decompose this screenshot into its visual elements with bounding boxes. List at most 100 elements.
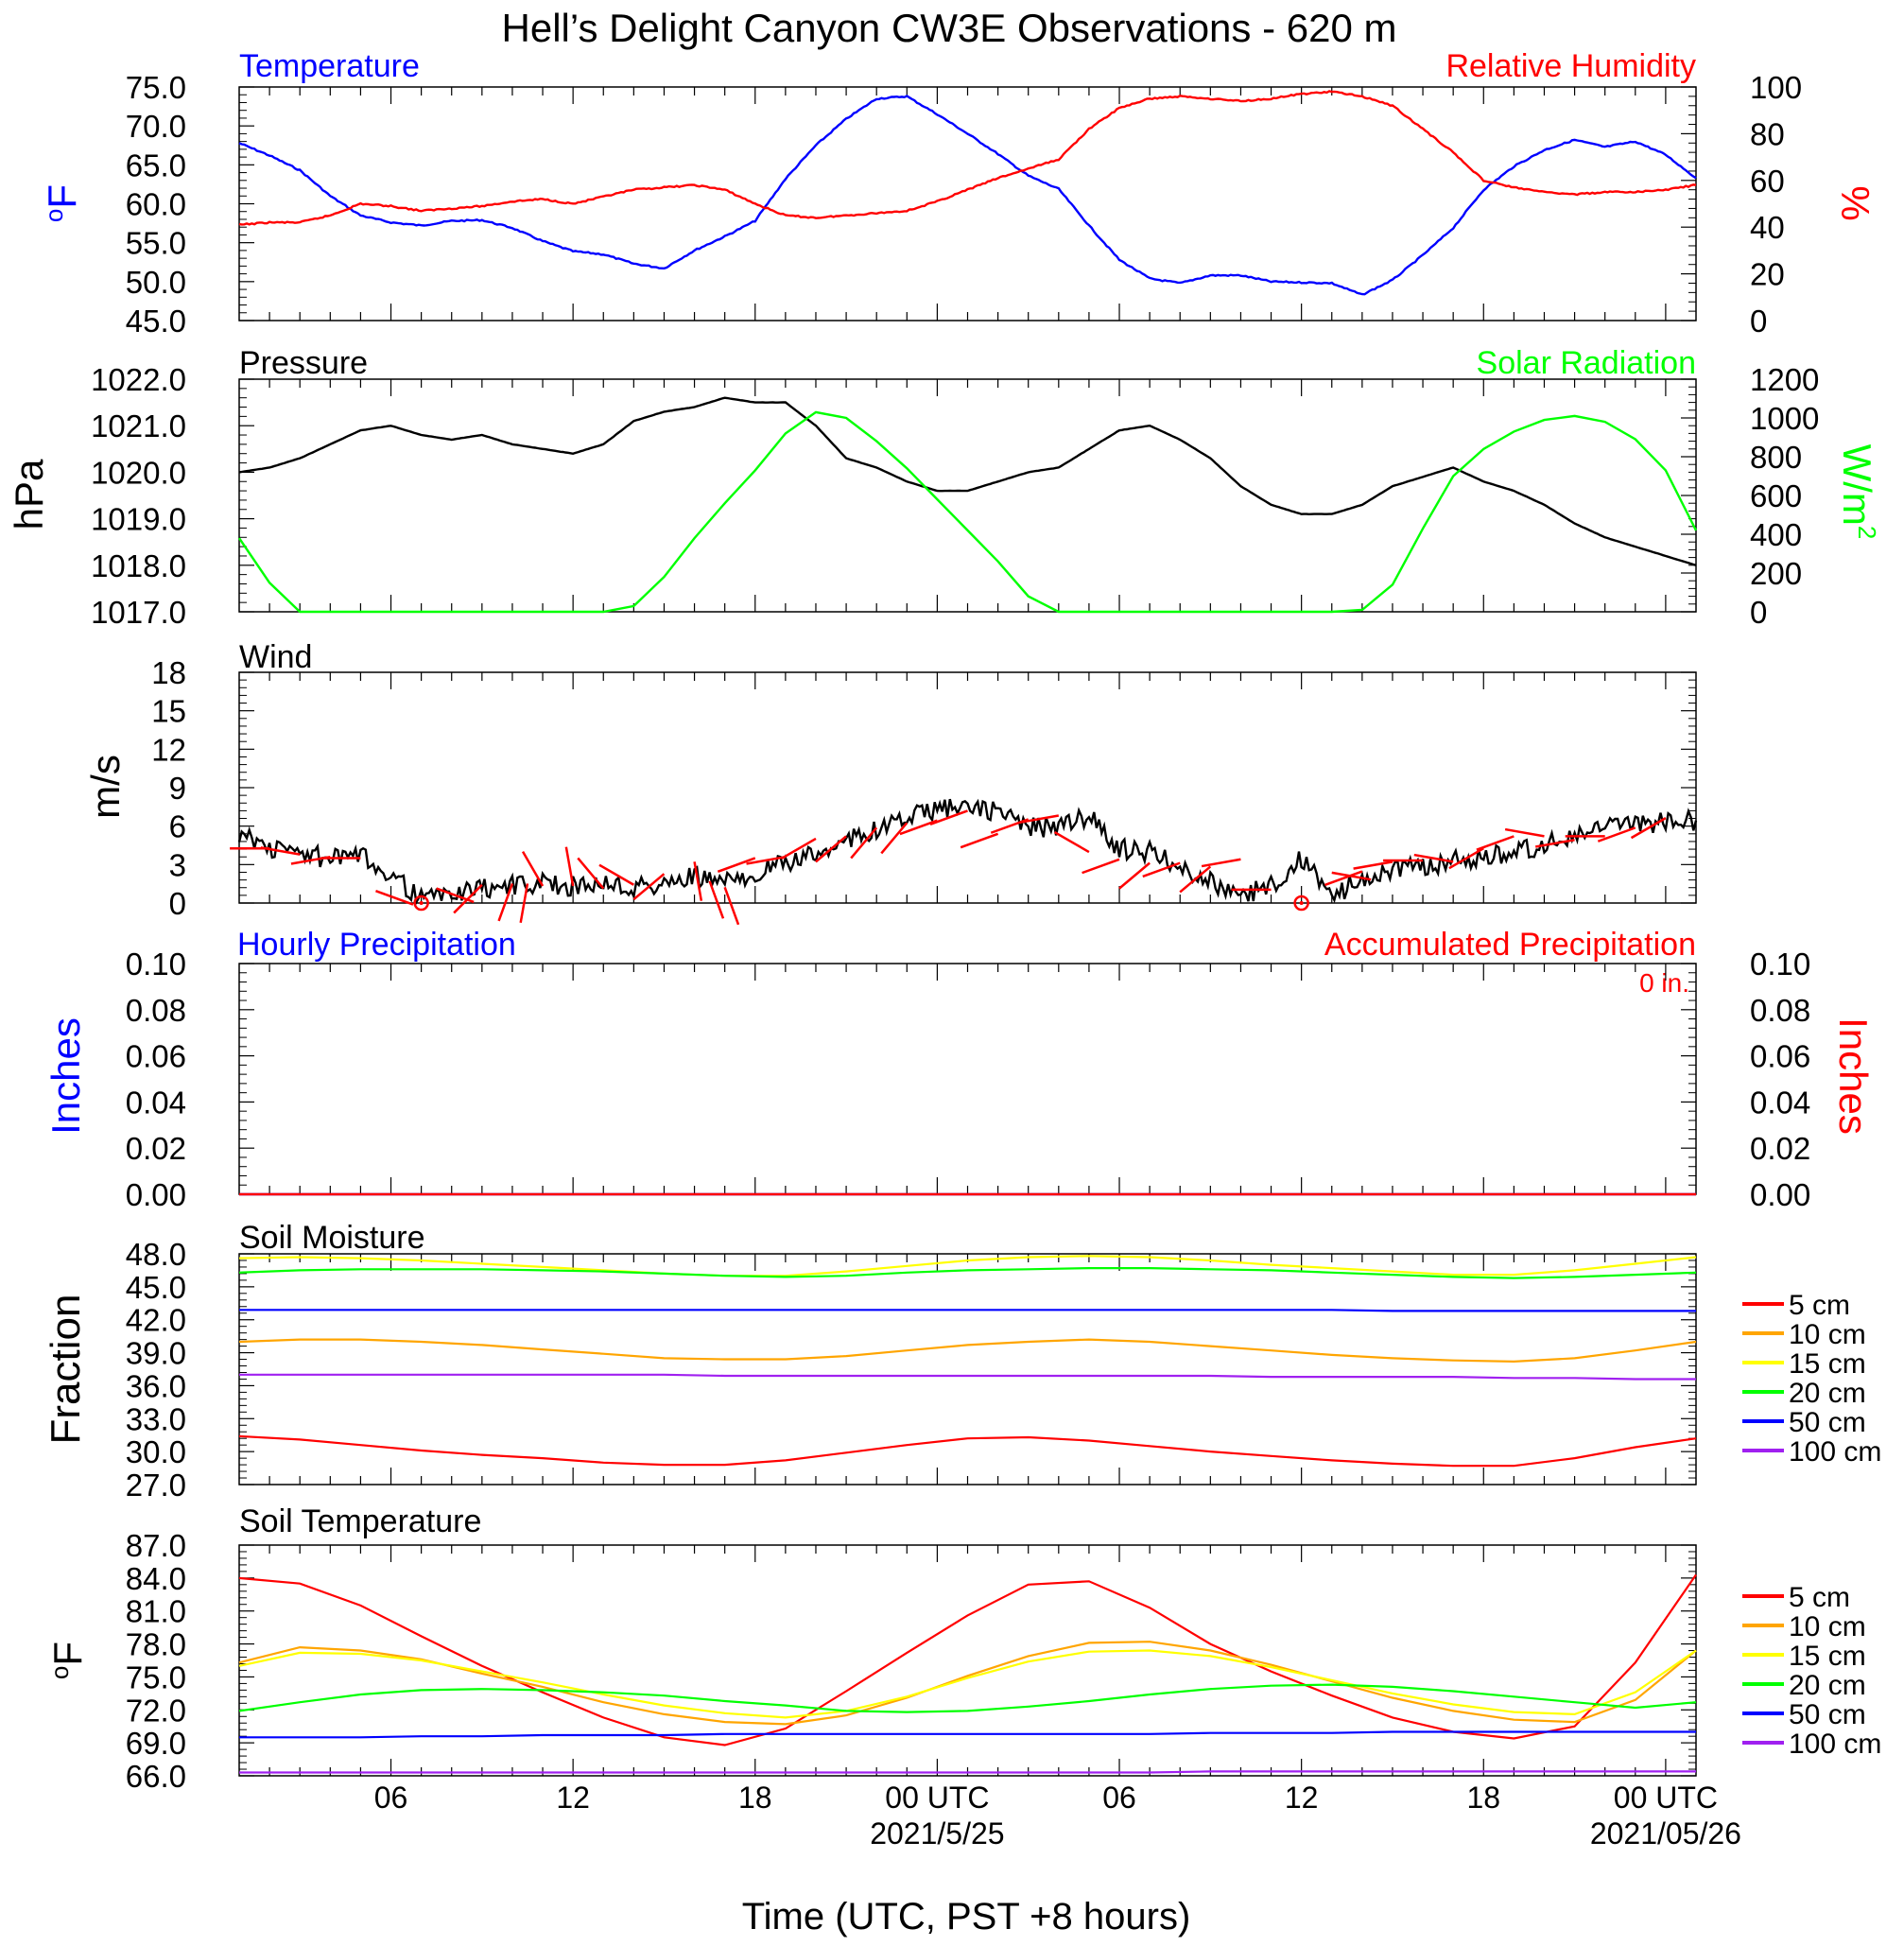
- y-tick-label: 3: [169, 847, 186, 882]
- x-tick-label: 18: [738, 1781, 772, 1815]
- y-tick-label: 12: [151, 732, 186, 767]
- x-date-label: 2021/5/25: [870, 1816, 1004, 1850]
- y-tick-label: 36.0: [126, 1368, 186, 1403]
- y-tick-label: 70.0: [126, 109, 186, 144]
- soil-moisture-axis-unit: Fraction: [43, 1294, 89, 1445]
- y2-tick-label: 600: [1750, 478, 1802, 513]
- panel-frame: [238, 378, 1697, 613]
- x-tick-label: 12: [1285, 1781, 1319, 1815]
- panel-pressure-solar: Pressure Solar Radiation hPa W/m2: [7, 345, 1881, 539]
- wind-title: Wind: [239, 639, 312, 675]
- y2-tick-label: 800: [1750, 440, 1802, 475]
- wind-barb: [497, 883, 514, 922]
- y-tick-label: 1022.0: [91, 362, 186, 397]
- series-line-pressure: [238, 396, 1697, 566]
- y2-tick-label: 0: [1750, 595, 1767, 630]
- series-line-15-cm: [238, 1255, 1697, 1277]
- series-line-5-cm: [238, 1573, 1697, 1746]
- y-tick-label: 45.0: [126, 304, 186, 339]
- panel-temperature-humidity: Temperature Relative Humidity oF %: [40, 48, 1878, 222]
- wind-calm-marker: [1293, 895, 1309, 912]
- wind-barb: [375, 889, 414, 906]
- y-tick-label: 1021.0: [91, 408, 186, 443]
- wind-barb: [746, 855, 787, 865]
- y-tick-label: 60.0: [126, 187, 186, 222]
- series-line-50-cm: [239, 1309, 1696, 1312]
- wind-barb: [1597, 826, 1636, 843]
- series-line-temperature: [238, 95, 1697, 296]
- panel-frame: [238, 671, 1697, 904]
- y-tick-label: 0.08: [126, 993, 186, 1028]
- y2-tick-label: 100: [1750, 70, 1802, 105]
- y-tick-label: 55.0: [126, 226, 186, 261]
- wind-barb: [260, 846, 301, 856]
- pressure-axis-unit: hPa: [7, 459, 51, 530]
- y-tick-label: 18: [151, 655, 186, 690]
- series-line-5-cm: [238, 1434, 1697, 1468]
- series-line-15-cm: [238, 1649, 1697, 1719]
- series-line-wind-speed: [237, 798, 1698, 906]
- wind-barb: [564, 846, 575, 887]
- y-tick-label: 65.0: [126, 148, 186, 182]
- y-tick-label: 75.0: [126, 70, 186, 105]
- x-date-label: 2021/05/26: [1590, 1816, 1741, 1850]
- wind-barb: [521, 851, 545, 887]
- y-tick-label: 9: [169, 771, 186, 806]
- legend-label: 50 cm: [1789, 1407, 1866, 1438]
- wind-barb: [1630, 817, 1667, 840]
- wind-axis-unit: m/s: [83, 755, 128, 819]
- y-tick-label: 0.00: [126, 1177, 186, 1212]
- x-tick-label: 18: [1466, 1781, 1500, 1815]
- chart-title: Hell’s Delight Canyon CW3E Observations …: [502, 6, 1397, 50]
- legend-label: 10 cm: [1789, 1611, 1866, 1642]
- temperature-title: Temperature: [239, 48, 420, 84]
- legend-label: 15 cm: [1789, 1641, 1866, 1672]
- wind-calm-marker: [419, 901, 424, 905]
- y-tick-label: 78.0: [126, 1627, 186, 1662]
- panel-frame: [238, 1544, 1697, 1777]
- y-tick-label: 27.0: [126, 1468, 186, 1503]
- y-tick-label: 30.0: [126, 1434, 186, 1469]
- panel-precipitation: Hourly Precipitation Accumulated Precipi…: [43, 927, 1876, 1135]
- soil-temperature-axis-unit: oF: [45, 1642, 90, 1679]
- solar-title: Solar Radiation: [1477, 345, 1696, 381]
- hourly-precip-axis-unit: Inches: [43, 1017, 88, 1135]
- y2-tick-label: 60: [1750, 164, 1785, 199]
- legend-label: 100 cm: [1789, 1436, 1881, 1468]
- y-tick-label: 1017.0: [91, 595, 186, 630]
- y-tick-label: 33.0: [126, 1401, 186, 1436]
- wind-barb: [1353, 860, 1393, 870]
- x-axis-label: Time (UTC, PST +8 hours): [742, 1896, 1191, 1937]
- wind-barb: [815, 835, 847, 863]
- pressure-title: Pressure: [239, 345, 368, 381]
- y-tick-label: 87.0: [126, 1528, 186, 1563]
- series-line-relative-humidity: [238, 90, 1697, 226]
- series-line-20-cm: [238, 1683, 1697, 1713]
- y-tick-label: 42.0: [126, 1303, 186, 1338]
- humidity-title: Relative Humidity: [1445, 48, 1696, 84]
- accum-precip-title: Accumulated Precipitation: [1324, 927, 1696, 963]
- hourly-precip-title: Hourly Precipitation: [237, 927, 516, 963]
- wind-barb: [1504, 827, 1545, 838]
- wind-barb: [1324, 870, 1363, 887]
- panel-frame: [238, 1253, 1697, 1486]
- wind-barb: [1448, 847, 1484, 870]
- legend-label: 50 cm: [1789, 1699, 1866, 1730]
- wind-barb: [850, 826, 878, 860]
- y-tick-label: 84.0: [126, 1561, 186, 1596]
- x-tick-label: 06: [1102, 1781, 1136, 1815]
- y2-tick-label: 0.04: [1750, 1085, 1810, 1120]
- wind-barb: [723, 886, 740, 926]
- y-tick-label: 81.0: [126, 1594, 186, 1629]
- y-tick-label: 75.0: [126, 1659, 186, 1694]
- wind-barb: [1019, 814, 1060, 825]
- panel-precip-plot: 0.10 0.08 0.06 0.04 0.02 0.00 0.10 0.08 0.06 0.04…: [126, 947, 1810, 1212]
- humidity-axis-unit: %: [1833, 185, 1878, 220]
- wind-barb: [1201, 858, 1241, 868]
- y2-tick-label: 0.00: [1750, 1177, 1810, 1212]
- accum-precip-total: 0 in.: [1639, 968, 1689, 998]
- wind-barb: [929, 809, 968, 825]
